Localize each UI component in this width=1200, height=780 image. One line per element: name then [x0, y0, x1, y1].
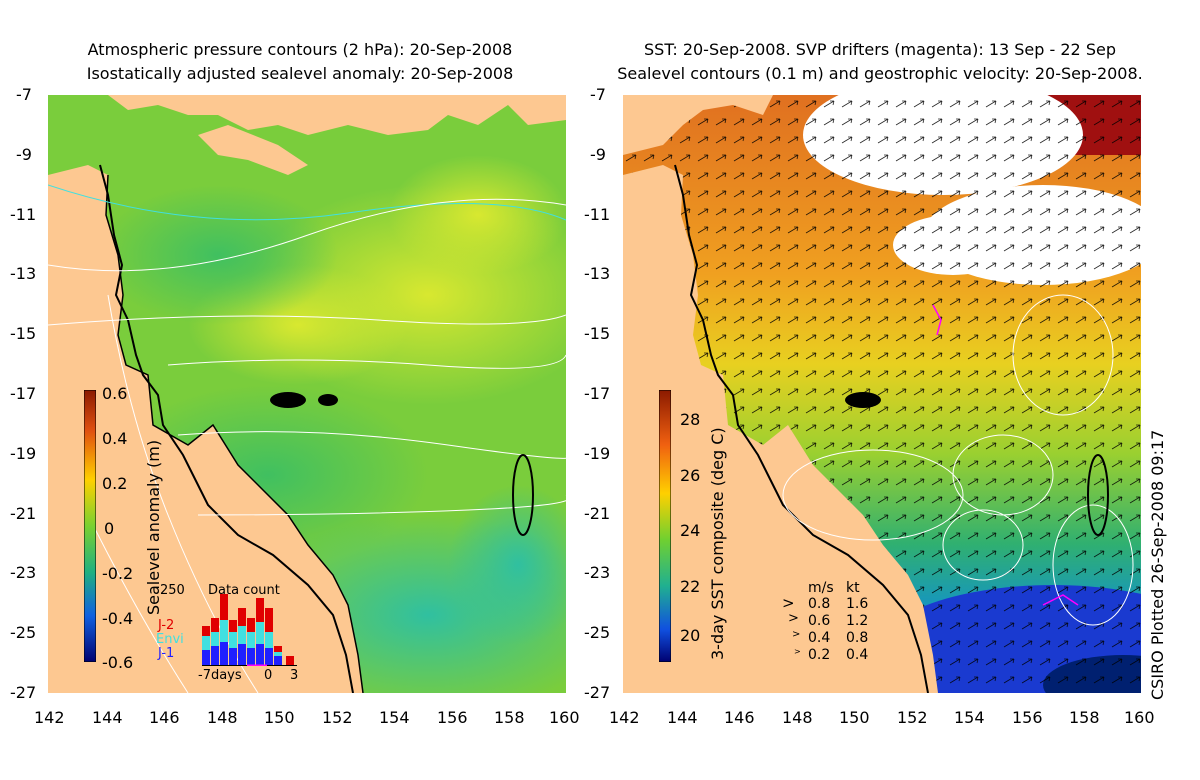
x-tick: 160 [549, 708, 580, 727]
data-count-x-end: 3 [290, 668, 299, 683]
sst-colorbar [659, 390, 671, 662]
y-tick: -19 [584, 444, 611, 463]
velocity-legend-kt: 0.4 [846, 647, 869, 663]
legend-envi: Envi [156, 632, 184, 647]
data-count-inset: 250 Data count J-2 Envi J-1 -7days 0 3 [150, 578, 300, 688]
y-tick: -13 [10, 264, 37, 283]
y-tick: -11 [10, 205, 37, 224]
right-map [623, 95, 1141, 693]
y-tick: -7 [16, 85, 32, 104]
legend-j2: J-2 [158, 618, 175, 633]
arrow-icon: > [788, 611, 799, 626]
y-tick: -15 [584, 324, 611, 343]
left-title-line1: Atmospheric pressure contours (2 hPa): 2… [87, 40, 513, 59]
y-tick: -25 [10, 623, 37, 642]
sealevel-colorbar [84, 390, 96, 662]
sst-tick: 24 [680, 521, 701, 540]
x-tick: 156 [1012, 708, 1043, 727]
x-tick: 154 [379, 708, 410, 727]
sealevel-tick: -0.4 [102, 609, 134, 628]
y-tick: -27 [10, 683, 37, 702]
y-tick: -23 [10, 563, 37, 582]
y-tick: -9 [16, 145, 32, 164]
x-tick: 158 [1069, 708, 1100, 727]
velocity-legend-ms: 0.4 [808, 630, 831, 646]
y-tick: -9 [590, 145, 606, 164]
velocity-legend-kt: 0.8 [846, 630, 869, 646]
legend-j1: J-1 [158, 646, 175, 661]
sealevel-tick: -0.6 [102, 653, 134, 672]
right-title-line1: SST: 20-Sep-2008. SVP drifters (magenta)… [644, 40, 1116, 59]
x-tick: 152 [322, 708, 353, 727]
data-count-x-zero: 0 [264, 668, 273, 683]
sst-tick: 22 [680, 577, 701, 596]
y-tick: -19 [10, 444, 37, 463]
y-tick: -17 [584, 384, 611, 403]
x-tick: 156 [437, 708, 468, 727]
x-tick: 148 [782, 708, 813, 727]
x-tick: 148 [207, 708, 238, 727]
sst-map [623, 95, 1141, 693]
x-tick: 146 [149, 708, 180, 727]
arrow-icon: > [794, 647, 801, 656]
velocity-legend: m/s kt > 0.8 1.6 > 0.6 1.2 > 0.4 0.8 > 0… [780, 578, 880, 668]
y-tick: -21 [10, 504, 37, 523]
sealevel-tick: 0.2 [102, 474, 128, 493]
y-tick: -15 [10, 324, 37, 343]
x-tick: 150 [839, 708, 870, 727]
data-count-ymax: 250 [160, 583, 185, 598]
sealevel-tick: 0.6 [102, 384, 128, 403]
velocity-legend-ms: 0.2 [808, 647, 831, 663]
sst-tick: 20 [680, 626, 701, 645]
sealevel-tick: 0.4 [102, 429, 128, 448]
y-tick: -21 [584, 504, 611, 523]
data-count-x-start: -7days [198, 668, 242, 683]
plot-timestamp: CSIRO Plotted 26-Sep-2008 09:17 [1148, 429, 1167, 700]
x-tick: 152 [897, 708, 928, 727]
left-map [48, 95, 566, 693]
y-tick: -25 [584, 623, 611, 642]
velocity-legend-ms: 0.6 [808, 613, 831, 629]
x-tick: 158 [494, 708, 525, 727]
y-tick: -27 [584, 683, 611, 702]
right-title-line2: Sealevel contours (0.1 m) and geostrophi… [617, 64, 1143, 83]
velocity-legend-kt-header: kt [846, 580, 860, 596]
y-tick: -23 [584, 563, 611, 582]
sealevel-tick: -0.2 [102, 564, 134, 583]
sst-colorbar-label: 3-day SST composite (deg C) [708, 427, 727, 660]
x-tick: 146 [724, 708, 755, 727]
sst-tick: 26 [680, 466, 701, 485]
x-tick: 154 [954, 708, 985, 727]
arrow-icon: > [782, 594, 795, 612]
x-tick: 160 [1124, 708, 1155, 727]
x-tick: 144 [92, 708, 123, 727]
data-count-bars [202, 594, 297, 666]
y-tick: -13 [584, 264, 611, 283]
x-tick: 142 [34, 708, 65, 727]
y-tick: -17 [10, 384, 37, 403]
x-tick: 150 [264, 708, 295, 727]
y-tick: -7 [590, 85, 606, 104]
left-title-line2: Isostatically adjusted sealevel anomaly:… [86, 64, 514, 83]
sealevel-anomaly-map [48, 95, 566, 693]
sealevel-tick: 0 [104, 519, 115, 538]
y-tick: -11 [584, 205, 611, 224]
velocity-legend-kt: 1.2 [846, 613, 869, 629]
velocity-legend-ms-header: m/s [808, 580, 834, 596]
arrow-icon: > [792, 629, 801, 640]
velocity-legend-ms: 0.8 [808, 596, 831, 612]
sst-tick: 28 [680, 410, 701, 429]
x-tick: 144 [667, 708, 698, 727]
x-tick: 142 [609, 708, 640, 727]
velocity-legend-kt: 1.6 [846, 596, 869, 612]
